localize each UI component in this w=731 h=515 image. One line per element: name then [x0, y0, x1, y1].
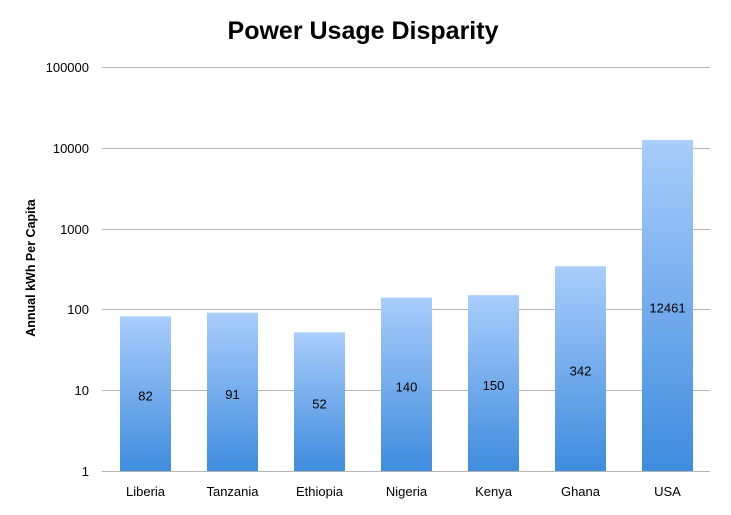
bar	[468, 295, 519, 471]
bar	[642, 140, 693, 471]
x-tick-label: Ethiopia	[296, 484, 344, 499]
data-label: 150	[483, 378, 505, 393]
x-tick-label: Kenya	[475, 484, 513, 499]
x-tick-label: Liberia	[126, 484, 166, 499]
data-label: 52	[312, 397, 326, 412]
chart-title: Power Usage Disparity	[228, 17, 499, 45]
y-tick-label: 1	[82, 464, 89, 479]
x-tick-label: USA	[654, 484, 681, 499]
data-label: 82	[138, 389, 152, 404]
x-tick-label: Nigeria	[386, 484, 428, 499]
y-tick-label: 100000	[46, 60, 89, 75]
y-tick-label: 10000	[53, 141, 89, 156]
y-tick-labels: 1 10 100 1000 10000 100000	[46, 60, 89, 479]
x-tick-labels: Liberia Tanzania Ethiopia Nigeria Kenya Ghana…	[126, 484, 681, 499]
bar	[555, 266, 606, 471]
bar	[207, 312, 258, 471]
data-label: 12461	[649, 301, 685, 316]
bar	[294, 332, 345, 471]
y-tick-label: 1000	[60, 222, 89, 237]
bar	[381, 297, 432, 471]
data-labels: 82 91 52 140 150 342 12461	[138, 301, 685, 412]
bars	[120, 140, 693, 471]
bar	[120, 316, 171, 471]
data-label: 91	[225, 387, 239, 402]
y-tick-label: 100	[67, 302, 89, 317]
y-tick-label: 10	[75, 383, 89, 398]
x-tick-label: Ghana	[561, 484, 601, 499]
data-label: 342	[570, 364, 592, 379]
data-label: 140	[396, 379, 418, 394]
y-axis-label: Annual kWh Per Capita	[24, 198, 38, 337]
x-tick-label: Tanzania	[206, 484, 259, 499]
